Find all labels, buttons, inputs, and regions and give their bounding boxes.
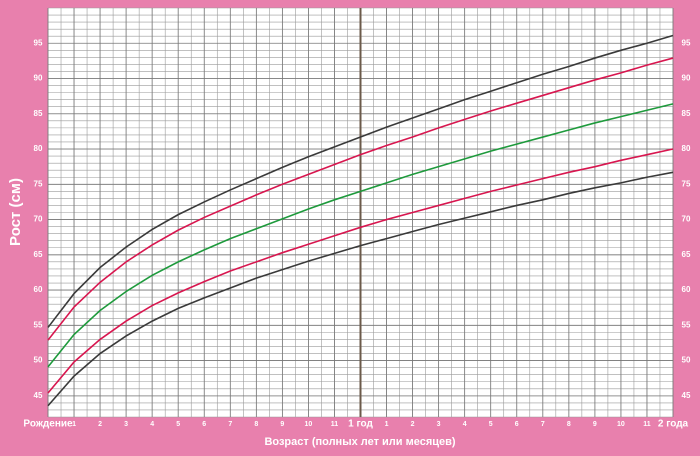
y-tick-label: 80 [34,144,43,153]
x-tick-label: 1 [72,421,76,428]
growth-curve [47,57,674,341]
y-axis-title: Рост (см) [7,178,24,246]
y-tick-label: 75 [34,179,43,188]
y-tick-label: 95 [682,38,691,47]
growth-curve [47,34,674,328]
x-tick-label: 2 [411,421,415,428]
y-tick-label: 70 [682,215,691,224]
x-tick-label: 2 [98,421,102,428]
y-tick-label: 65 [682,250,691,259]
x-tick-label: 6 [202,421,206,428]
x-tick-label: 1 [385,421,389,428]
x-tick-label: 5 [176,421,180,428]
x-tick-label: 2 года [658,419,689,430]
growth-curve [47,148,674,394]
x-tick-label: 3 [437,421,441,428]
y-tick-label: 95 [34,38,43,47]
y-tick-label: 55 [34,320,43,329]
y-tick-label: 65 [34,250,43,259]
y-tick-label: 45 [682,391,691,400]
x-tick-label: 7 [228,421,232,428]
x-tick-label: 11 [331,421,339,428]
growth-curve [47,103,674,368]
x-tick-label: 4 [463,421,467,428]
x-tick-label: 9 [280,421,284,428]
x-tick-label: 5 [489,421,493,428]
y-tick-label: 85 [682,109,691,118]
x-tick-label: 10 [305,421,313,428]
x-tick-label: Рождение [23,419,73,430]
y-tick-label: 50 [34,356,43,365]
x-tick-label: 1 год [348,419,373,430]
x-tick-label: 8 [567,421,571,428]
x-tick-label: 11 [643,421,651,428]
x-tick-label: 8 [254,421,258,428]
x-tick-label: 4 [150,421,154,428]
x-tick-label: 3 [124,421,128,428]
growth-curve [47,171,674,407]
x-tick-label: 10 [617,421,625,428]
y-tick-label: 55 [682,320,691,329]
y-tick-label: 90 [682,74,691,83]
y-tick-label: 45 [34,391,43,400]
y-tick-label: 75 [682,179,691,188]
y-tick-label: 50 [682,356,691,365]
y-tick-label: 60 [34,285,43,294]
y-tick-label: 70 [34,215,43,224]
y-tick-label: 90 [34,74,43,83]
y-tick-label: 85 [34,109,43,118]
x-tick-label: 6 [515,421,519,428]
x-axis-title: Возраст (полных лет или месяцев) [264,436,455,448]
y-tick-label: 80 [682,144,691,153]
y-tick-label: 60 [682,285,691,294]
x-tick-label: 9 [593,421,597,428]
x-tick-label: 7 [541,421,545,428]
